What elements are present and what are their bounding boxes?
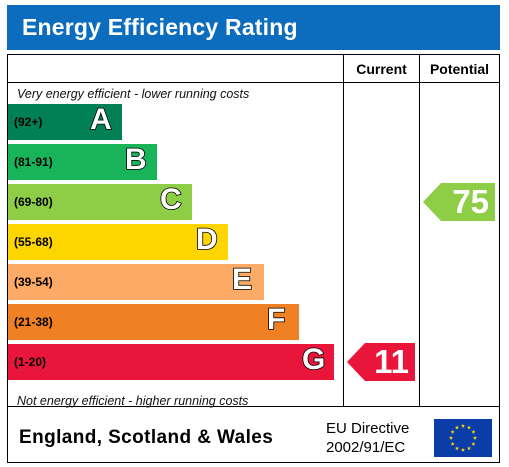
eu-star-icon	[471, 429, 476, 434]
directive-line-2: 2002/91/EC	[326, 439, 406, 456]
directive-line-1: EU Directive	[326, 420, 410, 437]
column-header-potential: Potential	[429, 61, 490, 77]
potential-arrow-polygon	[423, 183, 495, 221]
divider-potential	[419, 55, 420, 406]
rating-bar-range: (1-20)	[14, 355, 47, 369]
current-arrow-polygon	[347, 343, 415, 381]
rating-bar-letter: C	[159, 182, 182, 217]
rating-bar-c: (69-80) C	[8, 182, 192, 220]
potential-rating-arrow: 75	[423, 183, 495, 221]
rating-bar-b: (81-91) B	[8, 142, 157, 180]
rating-bar-letter: D	[195, 222, 218, 257]
rating-bar-range: (21-38)	[14, 315, 53, 329]
rating-bar-f: (21-38) F	[8, 302, 299, 340]
top-note: Very energy efficient - lower running co…	[17, 87, 250, 101]
rating-bar-d: (55-68) D	[8, 222, 228, 260]
eu-star-icon	[448, 435, 454, 440]
rating-bar-e: (39-54) E	[8, 262, 264, 300]
header-bar: Energy Efficiency Rating	[7, 5, 500, 50]
current-arrow-shape	[347, 343, 415, 381]
eu-star-icon	[460, 447, 466, 452]
eu-star-icon	[450, 441, 455, 446]
rating-bar-range: (81-91)	[14, 155, 53, 169]
eu-star-icon	[450, 429, 455, 434]
rating-bar-letter: F	[266, 302, 286, 337]
footer-divider	[8, 406, 499, 407]
rating-bar-g: (1-20) G	[8, 342, 334, 380]
rating-bar-range: (92+)	[14, 115, 43, 129]
eu-star-icon	[466, 425, 472, 430]
rating-bar-range: (69-80)	[14, 195, 53, 209]
rating-bar-letter: G	[301, 342, 326, 377]
eu-star-icon	[460, 423, 466, 428]
bottom-note: Not energy efficient - higher running co…	[17, 394, 249, 408]
rating-bar-letter: A	[89, 102, 112, 137]
column-header-current: Current	[356, 61, 407, 77]
potential-rating-value: 75	[452, 183, 489, 220]
rating-bar-range: (55-68)	[14, 235, 53, 249]
header-divider	[8, 82, 499, 83]
footer-directive: EU Directive 2002/91/EC	[326, 419, 409, 457]
rating-bar-letter: E	[231, 262, 253, 297]
rating-table: Current Potential Very energy efficient …	[7, 54, 500, 463]
divider-current	[343, 55, 344, 406]
page-title: Energy Efficiency Rating	[22, 14, 298, 40]
current-rating-arrow: 11	[347, 343, 415, 381]
potential-arrow-shape	[423, 183, 495, 221]
rating-bar-letter: B	[124, 142, 147, 177]
eu-star-icon	[466, 446, 472, 451]
current-rating-value: 11	[374, 343, 409, 380]
eu-flag-icon	[434, 419, 492, 457]
rating-bar-a: (92+) A	[8, 102, 122, 140]
eu-star-icon	[454, 446, 460, 451]
eu-star-icon	[471, 441, 476, 446]
footer-region: England, Scotland & Wales	[19, 427, 274, 448]
eu-star-icon	[454, 425, 460, 430]
eu-star-icon	[472, 435, 478, 440]
rating-bar-range: (39-54)	[14, 275, 53, 289]
